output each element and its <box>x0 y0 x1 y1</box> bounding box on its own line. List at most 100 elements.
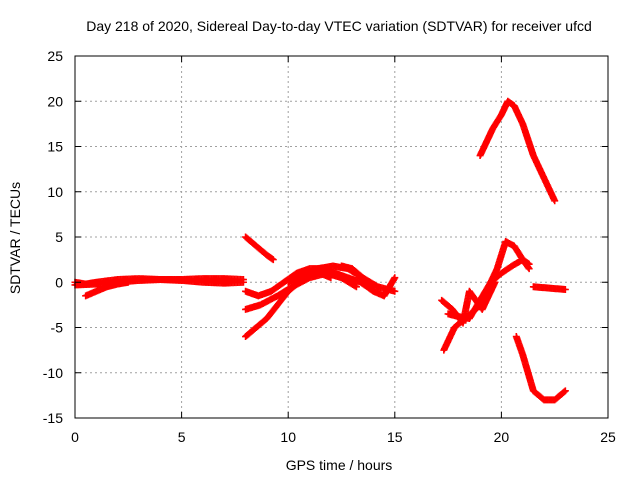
data-point <box>440 346 448 354</box>
data-point <box>178 276 186 284</box>
data-point <box>529 152 537 160</box>
data-point <box>274 301 282 309</box>
data-point <box>156 276 164 284</box>
data-point <box>92 280 100 288</box>
data-point <box>497 269 505 277</box>
data-point <box>540 174 548 182</box>
data-point <box>338 262 345 270</box>
data-point <box>504 97 512 105</box>
data-point <box>476 152 484 160</box>
grid-lines <box>75 56 608 418</box>
data-point <box>199 278 207 286</box>
data-point <box>239 278 247 286</box>
data-point <box>242 305 250 313</box>
data-point <box>348 265 356 273</box>
data-point <box>329 262 337 270</box>
data-point <box>519 351 527 359</box>
data-point <box>92 287 100 295</box>
x-tick-label: 10 <box>280 429 296 445</box>
series-track-13 <box>438 278 499 327</box>
trace-marker <box>560 388 568 396</box>
data-point <box>465 287 473 295</box>
data-point <box>252 324 260 331</box>
data-point <box>510 102 518 110</box>
data-point <box>493 265 501 273</box>
data-point <box>551 396 559 404</box>
data-point <box>561 285 569 293</box>
data-point <box>359 274 367 282</box>
data-point <box>510 242 518 250</box>
data-point <box>478 305 486 313</box>
data-point <box>124 278 132 286</box>
data-point <box>114 280 122 288</box>
data-point <box>489 124 497 132</box>
data-point <box>551 197 559 205</box>
data-point <box>274 292 282 300</box>
x-tick-label: 20 <box>494 429 510 445</box>
data-point <box>491 278 499 286</box>
series-track-4 <box>242 233 277 264</box>
data-point <box>299 271 307 279</box>
x-tick-label: 25 <box>600 429 616 445</box>
data-point <box>519 120 527 128</box>
data-point <box>254 292 262 300</box>
series-track-14 <box>529 283 569 293</box>
y-tick-label: 5 <box>55 229 63 245</box>
data-point <box>374 283 382 291</box>
y-tick-label: 25 <box>47 48 63 64</box>
data-point <box>269 256 277 264</box>
data-point <box>502 238 510 246</box>
data-point <box>220 279 228 287</box>
data-point <box>284 278 292 286</box>
chart-title: Day 218 of 2020, Sidereal Day-to-day VTE… <box>86 18 592 34</box>
data-point <box>242 287 250 295</box>
data-point <box>263 251 271 259</box>
data-point <box>485 292 493 300</box>
data-point <box>497 111 505 119</box>
data-point <box>391 287 399 295</box>
data-point <box>135 276 143 284</box>
data-point <box>459 319 467 327</box>
data-point <box>540 396 548 404</box>
data-point <box>267 287 275 295</box>
data-point <box>288 283 296 291</box>
data-point <box>512 333 520 341</box>
series-track-9 <box>338 262 399 300</box>
y-axis-label: SDTVAR / TECUs <box>7 182 23 294</box>
data-point <box>540 284 548 292</box>
data-point <box>448 305 456 313</box>
y-tick-label: 10 <box>47 184 63 200</box>
data-series <box>71 97 569 404</box>
x-tick-label: 0 <box>71 429 79 445</box>
x-axis-label: GPS time / hours <box>286 457 393 473</box>
data-point <box>438 296 446 304</box>
y-tick-label: -15 <box>43 410 63 426</box>
y-tick-label: -5 <box>51 320 64 336</box>
series-track-15 <box>512 333 569 404</box>
y-tick-label: 15 <box>47 139 63 155</box>
data-point <box>508 262 516 270</box>
data-point <box>482 138 490 146</box>
series-track-10 <box>476 97 559 205</box>
data-point <box>352 283 360 291</box>
data-point <box>551 285 559 293</box>
y-tick-label: -10 <box>43 365 63 381</box>
data-point <box>472 296 480 304</box>
data-point <box>529 387 537 395</box>
data-point <box>82 292 90 300</box>
series-track-3 <box>82 278 132 300</box>
axis-ticks: 0 5 10 15 20 25 25 20 15 10 5 0 -5 -10 -15 <box>43 48 616 445</box>
data-point <box>331 269 339 277</box>
data-point <box>314 265 322 273</box>
data-point <box>519 256 527 264</box>
x-tick-label: 5 <box>178 429 186 445</box>
data-point <box>561 387 569 395</box>
data-point <box>369 287 377 295</box>
y-tick-label: 20 <box>47 93 63 109</box>
data-point <box>380 292 388 300</box>
data-point <box>529 283 537 291</box>
data-point <box>242 333 250 341</box>
data-point <box>391 274 399 282</box>
x-tick-label: 15 <box>387 429 403 445</box>
